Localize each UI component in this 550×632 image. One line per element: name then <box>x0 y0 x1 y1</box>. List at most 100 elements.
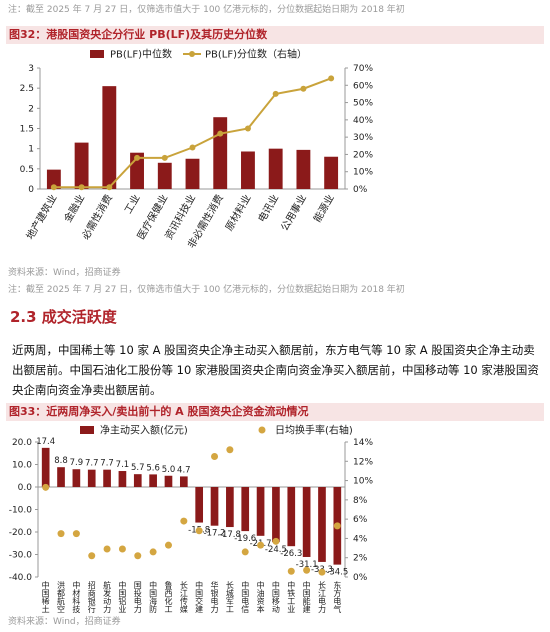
legend-swatch <box>80 426 94 434</box>
bar <box>302 487 311 557</box>
x-tick-label: 航发动力 <box>103 580 112 614</box>
line-marker <box>106 184 113 191</box>
bar <box>72 469 81 487</box>
dot <box>195 527 203 535</box>
y-tick-label: 0.0 <box>18 483 33 493</box>
y-tick-label: 2 <box>28 104 34 114</box>
bar <box>195 487 204 523</box>
bar <box>185 158 200 189</box>
bar <box>268 148 283 189</box>
bar <box>74 142 89 189</box>
figure-title: 图32：港股国资央企分行业 PB(LF)及其历史分位数 <box>6 26 544 44</box>
data-label: 7.9 <box>70 458 84 468</box>
bar <box>256 487 265 536</box>
x-tick-label: 洪都航空 <box>57 580 66 613</box>
bar <box>179 476 188 487</box>
bar <box>41 447 50 487</box>
bar <box>241 487 250 532</box>
x-tick-label: 中国铝业 <box>118 580 127 613</box>
x-tick-label: 中国移动 <box>271 580 280 614</box>
dot <box>164 541 172 549</box>
x-tick-label: 中油资本 <box>256 580 265 614</box>
x-tick-label: 中国交建 <box>195 580 204 614</box>
bar <box>213 117 228 189</box>
bar <box>133 474 142 487</box>
note: 注：截至 2025 年 7 月 27 日，仅筛选市值大于 100 亿港元标的，分… <box>8 285 405 295</box>
legend-swatch <box>90 50 104 58</box>
line-marker <box>272 90 279 97</box>
y2-tick-label: 0% <box>353 185 368 195</box>
note: 注：截至 2025 年 7 月 27 日，仅筛选市值大于 100 亿港元标的，分… <box>8 5 405 15</box>
dot <box>272 537 280 545</box>
data-label: -17.8 <box>219 530 241 540</box>
y-tick-label: -10.0 <box>9 506 33 516</box>
y-tick-label: -40.0 <box>9 573 33 583</box>
y-tick-label: 1 <box>28 145 34 155</box>
x-tick-label: 鲁西化工 <box>164 580 173 613</box>
bar <box>102 86 117 189</box>
line-marker <box>50 184 57 191</box>
section-heading: 2.3 成交活跃度 <box>10 308 117 326</box>
y-tick-label: 0 <box>28 185 34 195</box>
y2-tick-label: 4% <box>353 534 368 544</box>
bar <box>118 471 127 487</box>
data-label: 8.8 <box>54 456 68 466</box>
line-marker <box>217 130 224 137</box>
bar <box>103 469 111 487</box>
y2-tick-label: 0% <box>353 573 368 583</box>
y2-tick-label: 6% <box>353 515 368 525</box>
bar <box>57 467 65 487</box>
data-label: -24.5 <box>265 545 287 555</box>
paragraph: 近两周，中国稀土等 10 家 A 股国资央企净主动买入额居前，东方电气等 10 … <box>12 343 539 397</box>
data-label: 7.7 <box>85 459 99 469</box>
dot <box>241 548 249 556</box>
bar <box>46 169 61 189</box>
x-tick-label: 长城军工 <box>225 580 234 613</box>
x-tick-label: 中国能建 <box>302 580 311 614</box>
dot <box>257 541 265 549</box>
chart: -40.0 -30.0 -20.0 -10.0 0.0 10.0 20.0 0% 2% 4% 6% 8… <box>9 424 374 615</box>
line-marker <box>134 154 141 161</box>
x-tick-label: 金融业 <box>61 192 87 224</box>
data-label: -26.3 <box>280 549 302 559</box>
y-tick-label: -20.0 <box>9 528 33 538</box>
y-tick-label: 10.0 <box>12 461 32 471</box>
data-label: 5.0 <box>162 465 176 475</box>
y-tick-label: 2.5 <box>20 84 34 94</box>
bar <box>296 149 311 189</box>
dot <box>57 530 65 538</box>
y2-tick-label: 2% <box>353 554 368 564</box>
y-tick-label: 3 <box>28 64 34 74</box>
y2-tick-label: 10% <box>353 477 373 487</box>
y2-tick-label: 10% <box>353 168 373 178</box>
x-tick-label: 中国海防 <box>149 580 158 614</box>
y2-tick-label: 70% <box>353 64 373 74</box>
x-tick-label: 长江传媒 <box>179 580 188 614</box>
x-tick-label: 中材科技 <box>72 580 81 614</box>
line-marker <box>78 184 85 191</box>
line-marker <box>244 125 251 132</box>
dot <box>333 522 341 530</box>
x-tick-label: 公用事业 <box>278 192 309 233</box>
x-tick-label: 东方电气 <box>333 580 342 613</box>
x-tick-label: 中国电信 <box>241 580 250 614</box>
y2-tick-label: 50% <box>353 99 373 109</box>
bar <box>149 474 157 487</box>
y2-tick-label: 8% <box>353 496 368 506</box>
y-tick-label: 20.0 <box>12 438 32 448</box>
bar <box>241 151 255 189</box>
source: 资料来源：Wind，招商证券 <box>8 268 121 278</box>
legend-swatch <box>258 426 266 434</box>
dot <box>318 568 326 576</box>
dot <box>211 452 219 460</box>
data-label: 4.7 <box>177 465 191 475</box>
dot <box>72 530 80 538</box>
line-marker <box>300 85 307 92</box>
y-tick-label: 0.5 <box>20 165 34 175</box>
y-tick-label: -30.0 <box>9 551 33 561</box>
legend-label: 净主动买入额(亿元) <box>100 424 188 437</box>
data-label: 5.6 <box>146 463 160 473</box>
bar <box>87 469 96 487</box>
x-tick-label: 华银电力 <box>210 580 219 614</box>
